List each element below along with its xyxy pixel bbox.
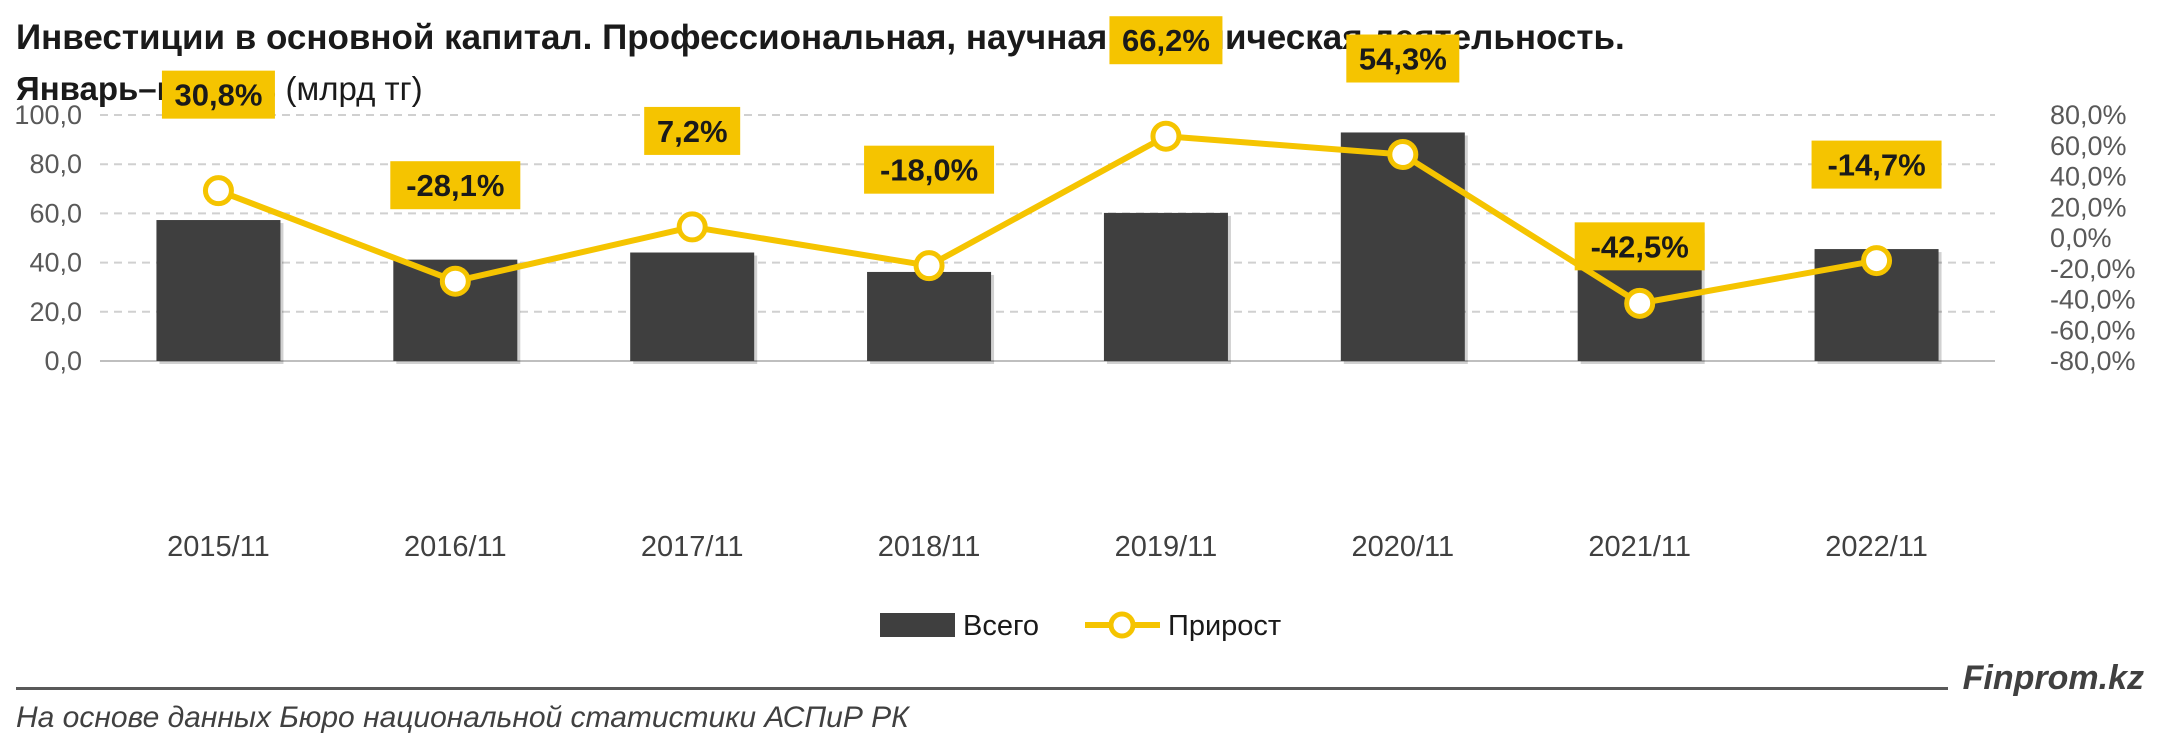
y-left-tick-label: 0,0 [44, 346, 82, 376]
growth-label-box [1109, 16, 1223, 65]
x-category-label: 2015/11 [167, 531, 270, 563]
growth-label-box [864, 145, 995, 194]
y-right-tick-label: -40,0% [2050, 285, 2136, 315]
y-right-tick-label: 20,0% [2050, 192, 2127, 222]
y-left-tick-label: 60,0 [29, 198, 82, 228]
bar [1340, 132, 1465, 361]
x-category-label: 2022/11 [1825, 531, 1928, 563]
growth-label-box [390, 161, 521, 210]
y-right-tick-label: -60,0% [2050, 315, 2136, 345]
bar-value-label: 57,3 [188, 442, 248, 477]
bar-value-label: 44,1 [662, 442, 722, 477]
bar-value-label: 41,2 [425, 442, 485, 477]
growth-value-label: 66,2% [1122, 23, 1210, 58]
legend-label-growth: Прирост [1168, 610, 1281, 642]
y-right-tick-label: 80,0% [2050, 100, 2127, 130]
y-left-tick-label: 100,0 [14, 100, 82, 130]
subtitle-units: (млрд тг) [276, 70, 423, 107]
y-right-tick-label: 0,0% [2050, 223, 2112, 253]
x-category-label: 2018/11 [878, 531, 981, 563]
y-left-tick-label: 20,0 [29, 297, 82, 327]
bar-value-label: 92,9 [1373, 442, 1433, 477]
growth-value-label: 7,2% [657, 114, 728, 149]
y-left-tick-label: 80,0 [29, 149, 82, 179]
bar-value-label: 53,4 [1610, 442, 1671, 477]
growth-point [1624, 287, 1656, 319]
bar [1103, 212, 1228, 361]
y-right-tick-label: -80,0% [2050, 346, 2136, 376]
growth-point [439, 265, 471, 297]
growth-label-box [1811, 140, 1942, 189]
growth-point [913, 250, 945, 282]
footer-divider [16, 687, 1948, 690]
growth-label-box [1346, 34, 1460, 83]
bar [867, 271, 992, 361]
legend-line-marker [1108, 611, 1136, 639]
x-category-label: 2017/11 [641, 531, 744, 563]
bar [156, 220, 281, 361]
brand-logo-text: Finprom.kz [1962, 659, 2144, 697]
growth-value-label: -42,5% [1591, 229, 1689, 264]
legend-label-total: Всего [963, 610, 1039, 642]
x-category-label: 2019/11 [1115, 531, 1218, 563]
growth-value-label: 30,8% [174, 78, 262, 113]
x-category-label: 2016/11 [404, 531, 507, 563]
source-note: На основе данных Бюро национальной стати… [16, 701, 909, 734]
growth-label-box [1574, 222, 1705, 271]
x-category-label: 2021/11 [1588, 531, 1691, 563]
x-category-label: 2020/11 [1351, 531, 1454, 563]
bar-value-label: 60,2 [1136, 442, 1196, 477]
bar-value-label: 45,5 [1846, 442, 1906, 477]
growth-point [1150, 120, 1182, 152]
legend-bar-swatch [880, 613, 955, 637]
y-right-tick-label: 40,0% [2050, 162, 2127, 192]
growth-point [676, 211, 708, 243]
growth-label-box [161, 70, 275, 119]
y-left-tick-label: 40,0 [29, 248, 82, 278]
investment-chart: 0,0 20,0 40,0 60,0 80,0 100,0 -80,0%-60,0%-40,… [14, 16, 2136, 642]
growth-label-box [644, 106, 741, 155]
bar [630, 252, 755, 361]
growth-point [1861, 245, 1893, 277]
growth-value-label: 54,3% [1359, 42, 1447, 77]
growth-value-label: -14,7% [1827, 148, 1925, 183]
growth-value-label: -18,0% [880, 153, 978, 188]
y-right-tick-label: -20,0% [2050, 254, 2136, 284]
y-right-tick-label: 60,0% [2050, 131, 2127, 161]
growth-line [217, 133, 1878, 307]
bar-value-label: 36,2 [899, 442, 959, 477]
growth-value-label: -28,1% [406, 168, 504, 203]
growth-point [1387, 139, 1419, 171]
growth-point [202, 175, 234, 207]
